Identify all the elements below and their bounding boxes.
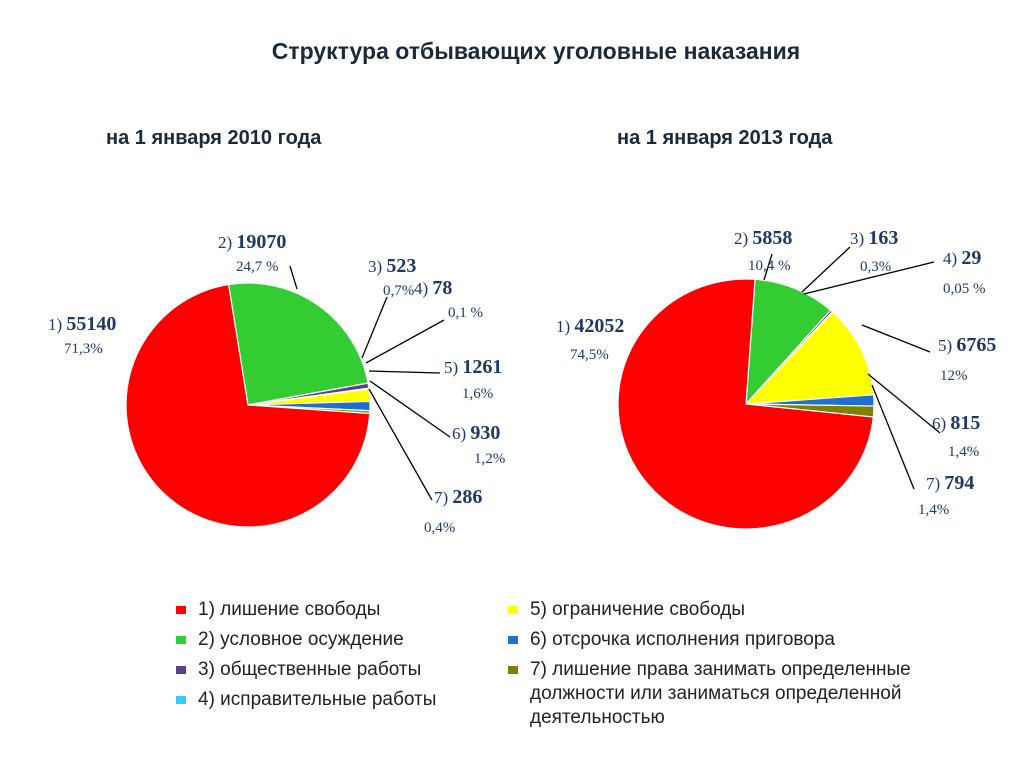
pie-0-leader-7 xyxy=(368,388,433,501)
pie-0-percent-6: 1,2% xyxy=(474,451,505,467)
pie-1-leader-2 xyxy=(763,253,773,281)
pie-1-leader-4 xyxy=(803,261,935,295)
legend-label: 2) условное осуждение xyxy=(198,629,404,650)
pie-1-percent-4: 0,05 % xyxy=(943,281,986,297)
legend-item-right-2: 7) лишение права занимать определенные д… xyxy=(508,658,1008,730)
legend-label: 7) лишение права занимать определенные д… xyxy=(530,659,911,728)
pie-1-label-2: 2) 5858 xyxy=(734,227,792,249)
legend-right: 5) ограничение свободы 6) отсрочка исполн… xyxy=(508,598,1008,736)
pie-0-percent-5: 1,6% xyxy=(462,386,493,402)
pie-1-leader-7 xyxy=(871,384,915,490)
pie-0-percent-1: 71,3% xyxy=(64,341,103,357)
legend-item-left-0: 1) лишение свободы xyxy=(176,598,436,622)
legend-swatch xyxy=(508,606,518,614)
pie-0-label-1: 1) 55140 xyxy=(48,313,116,335)
legend-item-left-3: 4) исправительные работы xyxy=(176,688,436,712)
pie-0-leader-2 xyxy=(289,265,298,290)
legend-swatch xyxy=(176,606,186,614)
legend-label: 6) отсрочка исполнения приговора xyxy=(530,629,836,650)
pie-1-percent-6: 1,4% xyxy=(948,444,979,460)
page-title: Структура отбывающих уголовные наказания xyxy=(271,38,801,64)
pie-0-slice-1 xyxy=(125,283,371,528)
legend-item-right-0: 5) ограничение свободы xyxy=(508,598,1008,622)
pie-0-label-2: 2) 19070 xyxy=(218,231,286,253)
pie-0-label-6: 6) 930 xyxy=(452,422,500,444)
chart-title-2013: на 1 января 2013 года xyxy=(617,127,833,149)
pie-0-leader-5 xyxy=(368,370,441,374)
pie-0-slice-2 xyxy=(227,282,369,406)
pie-1-label-6: 6) 815 xyxy=(932,412,980,434)
pie-1-slice-2 xyxy=(745,278,832,406)
pie-1-leader-3 xyxy=(801,246,851,293)
pie-1-label-4: 4) 29 xyxy=(943,247,981,269)
pie-1-label-7: 7) 794 xyxy=(926,472,974,494)
pie-1: 1) 42052 74,5% 2) 5858 10,4 % 3) 163 0,3% 4) 2… xyxy=(556,227,996,530)
pie-1-slice-5 xyxy=(744,311,875,405)
chart-title-2010: на 1 января 2010 года xyxy=(106,127,322,149)
pie-1-percent-5: 12% xyxy=(940,368,968,384)
pie-0-leader-3 xyxy=(361,296,388,359)
pie-1-label-1: 1) 42052 xyxy=(556,315,624,337)
pie-0-label-7: 7) 286 xyxy=(434,486,482,508)
legend-label: 3) общественные работы xyxy=(198,659,422,680)
pie-1-label-5: 5) 6765 xyxy=(938,334,996,356)
pie-1-percent-7: 1,4% xyxy=(918,502,949,518)
pie-1-leader-6 xyxy=(867,373,941,434)
legend-swatch xyxy=(176,696,186,704)
pie-0-percent-3: 0,7% xyxy=(383,283,414,299)
legend-left: 1) лишение свободы 2) условное осуждение 3… xyxy=(176,598,436,718)
legend-item-left-2: 3) общественные работы xyxy=(176,658,436,682)
pie-0-percent-2: 24,7 % xyxy=(236,259,279,275)
legend-label: 4) исправительные работы xyxy=(198,689,437,710)
pie-1-slice-1 xyxy=(617,278,874,530)
legend-item-left-1: 2) условное осуждение xyxy=(176,628,436,652)
pie-1-percent-1: 74,5% xyxy=(570,347,609,363)
legend-swatch xyxy=(176,636,186,644)
legend-swatch xyxy=(508,666,518,674)
pie-0-label-4: 4) 78 xyxy=(414,277,452,299)
pie-0-leader-4 xyxy=(365,319,445,364)
pie-1-percent-2: 10,4 % xyxy=(748,258,791,274)
legend-label: 1) лишение свободы xyxy=(198,599,381,620)
pie-1-label-3: 3) 163 xyxy=(850,227,898,249)
pie-0-percent-4: 0,1 % xyxy=(448,305,483,321)
legend-item-right-1: 6) отсрочка исполнения приговора xyxy=(508,628,1008,652)
pie-0: 1) 55140 71,3% 2) 19070 24,7 % 3) 523 0,7% 4) … xyxy=(48,231,505,536)
pie-1-leader-5 xyxy=(861,324,931,353)
pie-0-label-3: 3) 523 xyxy=(368,255,416,277)
pie-0-label-5: 5) 1261 xyxy=(444,356,502,378)
legend-label: 5) ограничение свободы xyxy=(530,599,746,620)
legend-swatch xyxy=(176,666,186,674)
pie-0-percent-7: 0,4% xyxy=(424,520,455,536)
pie-1-percent-3: 0,3% xyxy=(860,259,891,275)
legend-swatch xyxy=(508,636,518,644)
pie-0-leader-6 xyxy=(369,380,451,438)
